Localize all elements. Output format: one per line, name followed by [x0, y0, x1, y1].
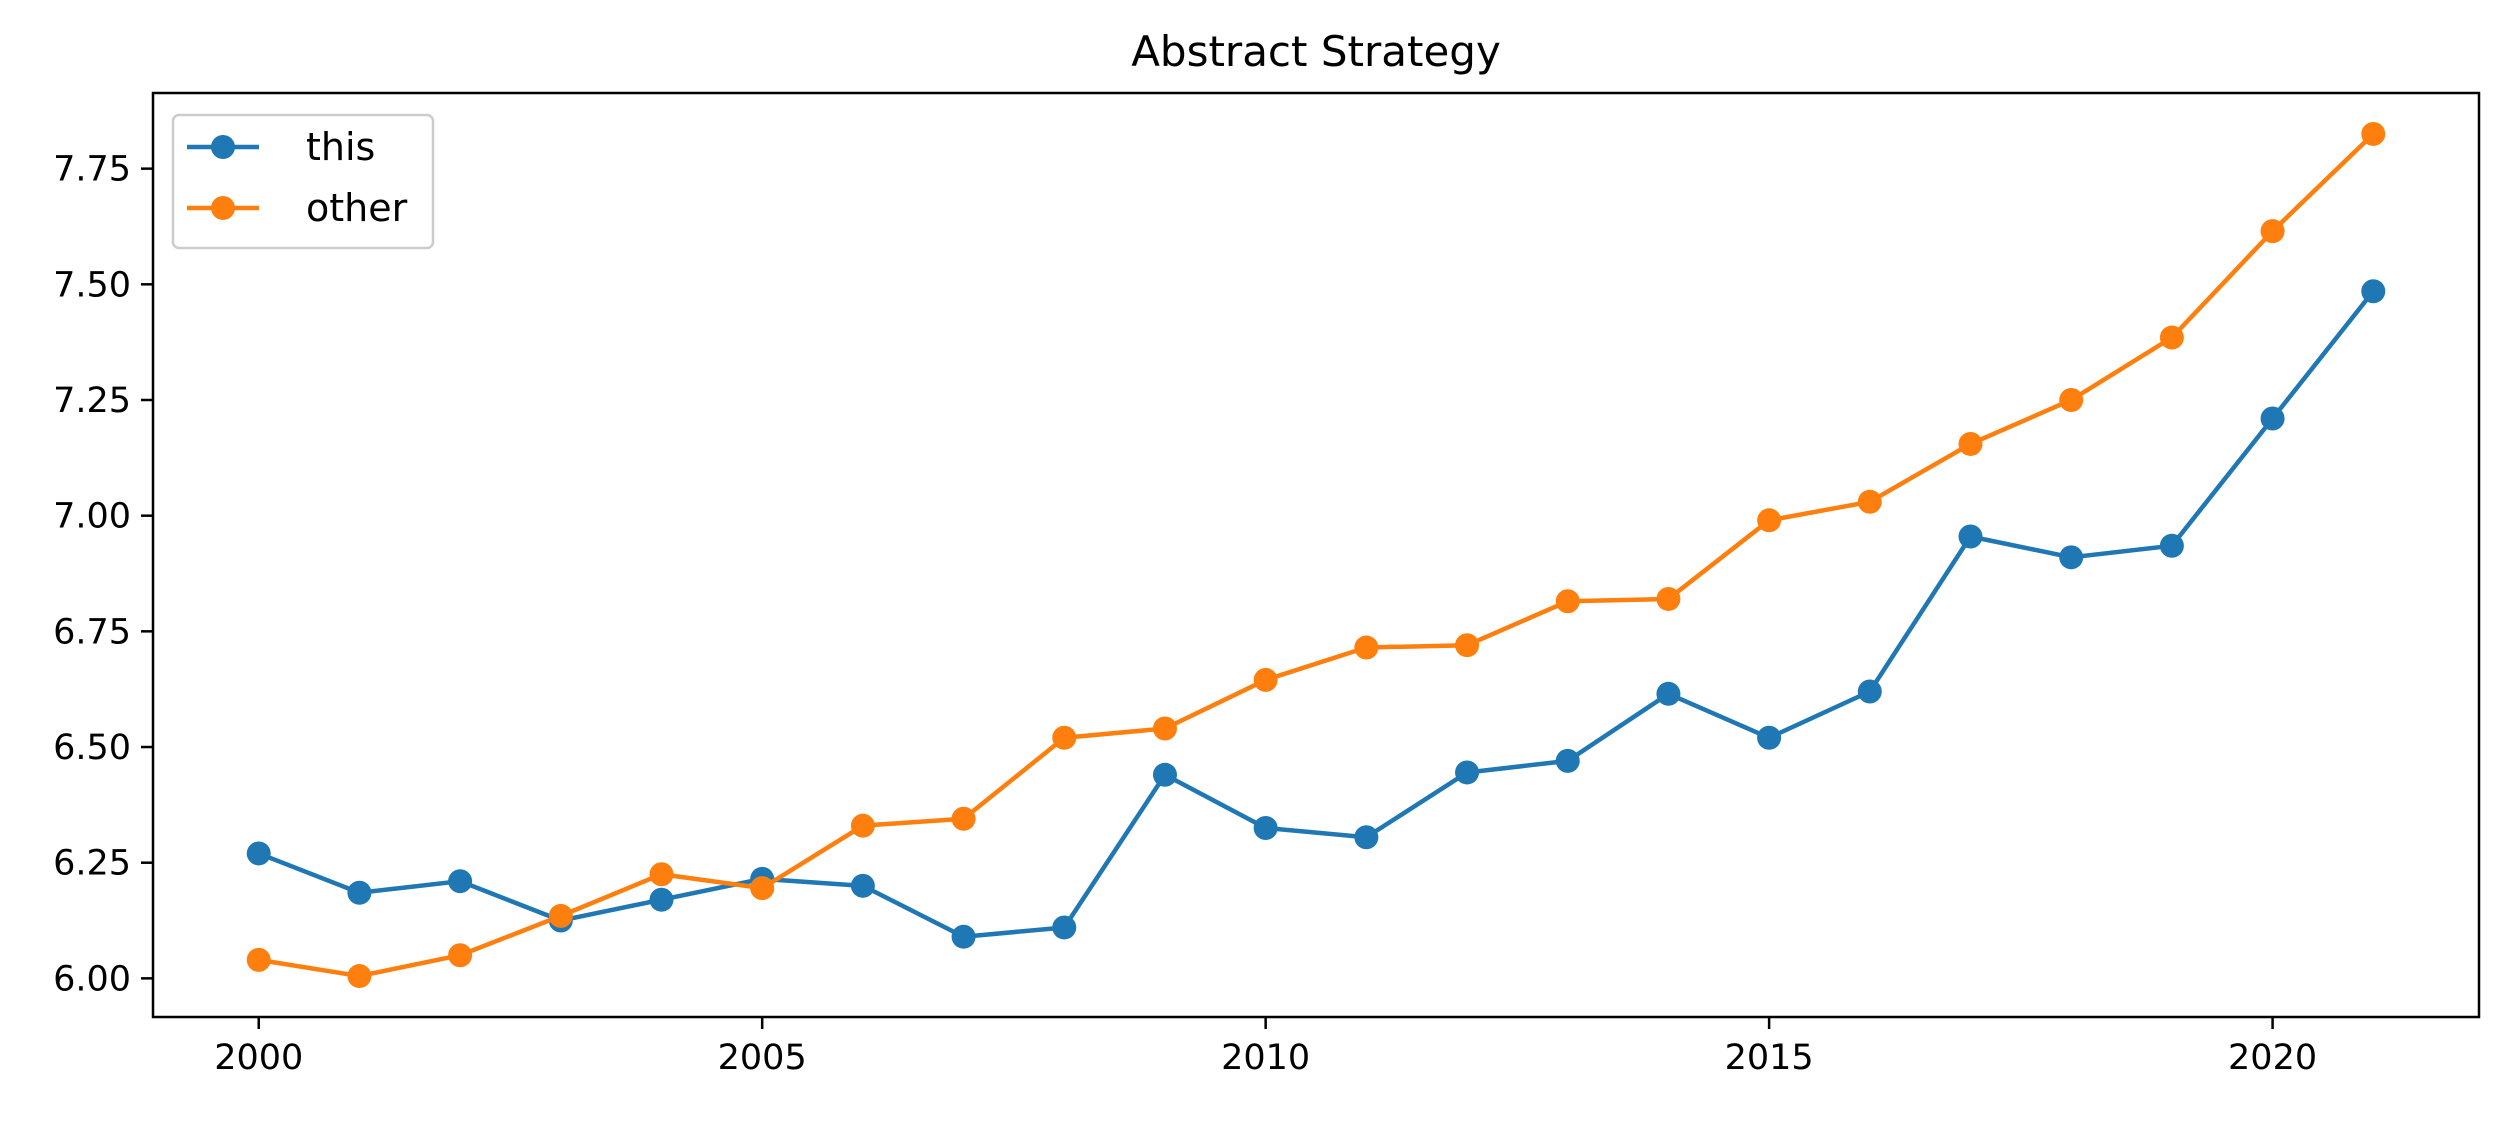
- data-point-other: [1455, 633, 1480, 658]
- plot-frame: [151, 91, 2481, 1019]
- data-point-this: [1253, 815, 1278, 840]
- data-point-this: [448, 869, 473, 894]
- data-point-other: [649, 862, 674, 887]
- data-point-other: [951, 806, 976, 831]
- series-line-this: [256, 289, 2376, 939]
- data-point-other: [850, 813, 875, 838]
- data-point-this: [1152, 762, 1177, 787]
- data-point-this: [951, 924, 976, 949]
- y-tick-label: 6.75: [53, 612, 131, 652]
- data-point-other: [1656, 586, 1681, 611]
- x-tick-label: 2020: [2228, 1038, 2317, 1078]
- data-point-other: [1857, 489, 1882, 514]
- legend-marker-swatch: [211, 196, 235, 220]
- x-tick-label: 2000: [214, 1038, 303, 1078]
- data-point-this: [246, 841, 271, 866]
- y-tick-label: 6.00: [53, 959, 131, 999]
- data-point-this: [1555, 748, 1580, 773]
- legend-marker-swatch: [211, 135, 235, 159]
- data-point-other: [1757, 508, 1782, 533]
- data-point-other: [750, 876, 775, 901]
- y-axis: 6.00 6.25 6.50 6.75 7.00 7.25 7.50 7.75: [53, 150, 153, 999]
- y-tick-label: 7.00: [53, 497, 131, 537]
- data-point-this: [1052, 915, 1077, 940]
- series-this: [246, 279, 2386, 949]
- x-tick-label: 2015: [1725, 1038, 1814, 1078]
- data-point-this: [1757, 725, 1782, 750]
- y-tick-label: 7.25: [53, 381, 131, 421]
- x-tick-label: 2005: [718, 1038, 807, 1078]
- data-point-this: [649, 887, 674, 912]
- x-axis: 2000 2005 2010 2015 2020: [214, 1017, 2317, 1078]
- data-point-this: [850, 873, 875, 898]
- legend-label: other: [306, 186, 408, 230]
- data-point-other: [548, 903, 573, 928]
- data-point-other: [2361, 121, 2386, 146]
- data-point-other: [2059, 387, 2084, 412]
- data-point-other: [2260, 219, 2285, 244]
- data-point-this: [1857, 679, 1882, 704]
- legend-item-this: this: [187, 125, 375, 169]
- data-point-other: [246, 947, 271, 972]
- data-point-other: [1052, 725, 1077, 750]
- data-point-other: [1555, 589, 1580, 614]
- data-point-this: [1656, 681, 1681, 706]
- x-tick-label: 2010: [1221, 1038, 1310, 1078]
- data-point-other: [1958, 431, 1983, 456]
- data-point-other: [1354, 635, 1379, 660]
- legend-item-other: other: [187, 186, 408, 230]
- y-tick-label: 6.50: [53, 728, 131, 768]
- data-point-other: [1152, 716, 1177, 741]
- data-point-this: [1958, 524, 1983, 549]
- data-point-this: [2159, 533, 2184, 558]
- legend: this other: [171, 113, 435, 250]
- data-point-other: [2159, 325, 2184, 350]
- plot-series: [246, 121, 2386, 989]
- data-point-other: [1253, 667, 1278, 692]
- data-point-this: [2260, 406, 2285, 431]
- y-tick-label: 7.75: [53, 150, 131, 190]
- data-point-this: [1455, 760, 1480, 785]
- data-point-other: [347, 964, 372, 989]
- data-point-this: [347, 880, 372, 905]
- legend-label: this: [306, 125, 375, 169]
- y-tick-label: 6.25: [53, 844, 131, 884]
- data-point-this: [2361, 279, 2386, 304]
- series-other: [246, 121, 2386, 989]
- y-tick-label: 7.50: [53, 265, 131, 305]
- data-point-this: [2059, 545, 2084, 570]
- chart-title: Abstract Strategy: [1131, 27, 1501, 76]
- data-point-other: [448, 943, 473, 968]
- series-line-other: [256, 131, 2376, 979]
- data-point-this: [1354, 825, 1379, 850]
